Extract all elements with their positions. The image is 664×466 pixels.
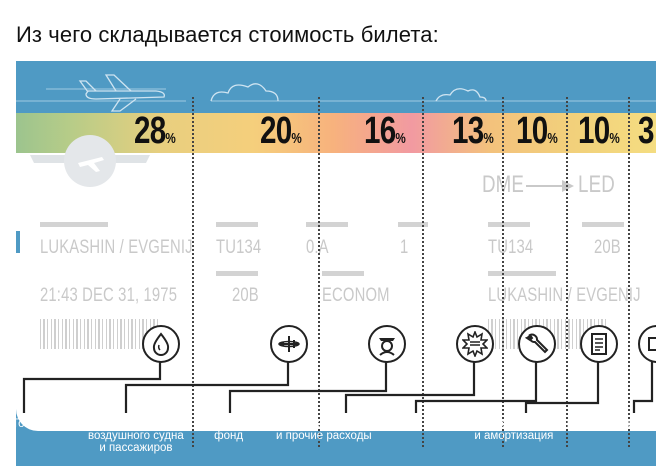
pilot-icon bbox=[368, 325, 406, 363]
airplane-icon bbox=[270, 325, 308, 363]
field-bar bbox=[488, 271, 556, 276]
field-bar bbox=[40, 222, 108, 227]
percent-advertising: 13% bbox=[452, 110, 494, 152]
ticket-cost-infographic: DME LED LUKASHIN / EVGENIJ TU134 0.A 1 T… bbox=[16, 61, 656, 466]
route-to: LED bbox=[578, 171, 615, 198]
sky-decoration bbox=[16, 74, 656, 112]
category-fuel: Топливо bbox=[16, 418, 57, 430]
segment-divider bbox=[318, 97, 320, 447]
wrench-icon bbox=[518, 325, 556, 363]
field-bar bbox=[322, 271, 364, 276]
seat-stub: 20B bbox=[594, 237, 621, 258]
percent-repair: 10% bbox=[516, 110, 558, 152]
departure-datetime: 21:43 DEC 31, 1975 bbox=[40, 285, 178, 306]
field-bar bbox=[306, 222, 348, 227]
segment-divider bbox=[628, 97, 630, 447]
burst-badge-icon bbox=[456, 325, 494, 363]
percent-leasing: 10% bbox=[578, 110, 620, 152]
flight-number: TU134 bbox=[216, 237, 262, 258]
segment-divider bbox=[422, 97, 424, 447]
segment-divider bbox=[566, 97, 568, 447]
airplane-outline-icon bbox=[78, 74, 165, 112]
airline-emblem-icon bbox=[30, 135, 150, 187]
ticket-notch bbox=[16, 231, 20, 253]
field-bar bbox=[582, 222, 624, 227]
barcode bbox=[40, 319, 160, 349]
fuel-drop-icon bbox=[142, 325, 180, 363]
page-title: Из чего складывается стоимость билета: bbox=[16, 22, 439, 47]
field-bar bbox=[216, 271, 258, 276]
icon-connectors bbox=[22, 361, 654, 413]
percent-profit: 3 bbox=[638, 110, 654, 152]
seat-class-code: 0.A bbox=[306, 237, 329, 258]
document-icon bbox=[580, 325, 618, 363]
arrow-right-icon bbox=[526, 180, 574, 192]
percent-payroll: 16% bbox=[364, 110, 406, 152]
service-class: ECONOM bbox=[322, 285, 390, 306]
passenger-name-stub: LUKASHIN / EVGENIJ bbox=[488, 285, 641, 306]
segment-divider bbox=[502, 97, 504, 447]
seat-number: 20B bbox=[232, 285, 259, 306]
percent-aircraft-service: 20% bbox=[260, 110, 302, 152]
field-bar bbox=[398, 222, 428, 227]
passenger-name: LUKASHIN / EVGENIJ bbox=[40, 237, 193, 258]
segment-divider bbox=[192, 97, 194, 447]
field-bar bbox=[216, 222, 258, 227]
category-repair: Ремонт bbox=[392, 418, 432, 430]
category-payroll: Зарплатный фонд bbox=[196, 418, 262, 442]
percent-fuel: 28% bbox=[134, 110, 176, 152]
percent-gradient-band bbox=[16, 113, 656, 153]
category-advertising: Реклама и прочие расходы bbox=[276, 418, 372, 442]
category-leasing: Операционный лизинг и амортизация bbox=[454, 418, 574, 442]
category-profit: Прибыль bbox=[600, 418, 649, 430]
cloud-icon bbox=[210, 83, 487, 102]
gate-number: 1 bbox=[400, 237, 409, 258]
field-bar bbox=[488, 222, 530, 227]
category-aircraft-service: Обслуживание воздушного судна и пассажир… bbox=[88, 418, 184, 454]
flight-number-stub: TU134 bbox=[488, 237, 534, 258]
